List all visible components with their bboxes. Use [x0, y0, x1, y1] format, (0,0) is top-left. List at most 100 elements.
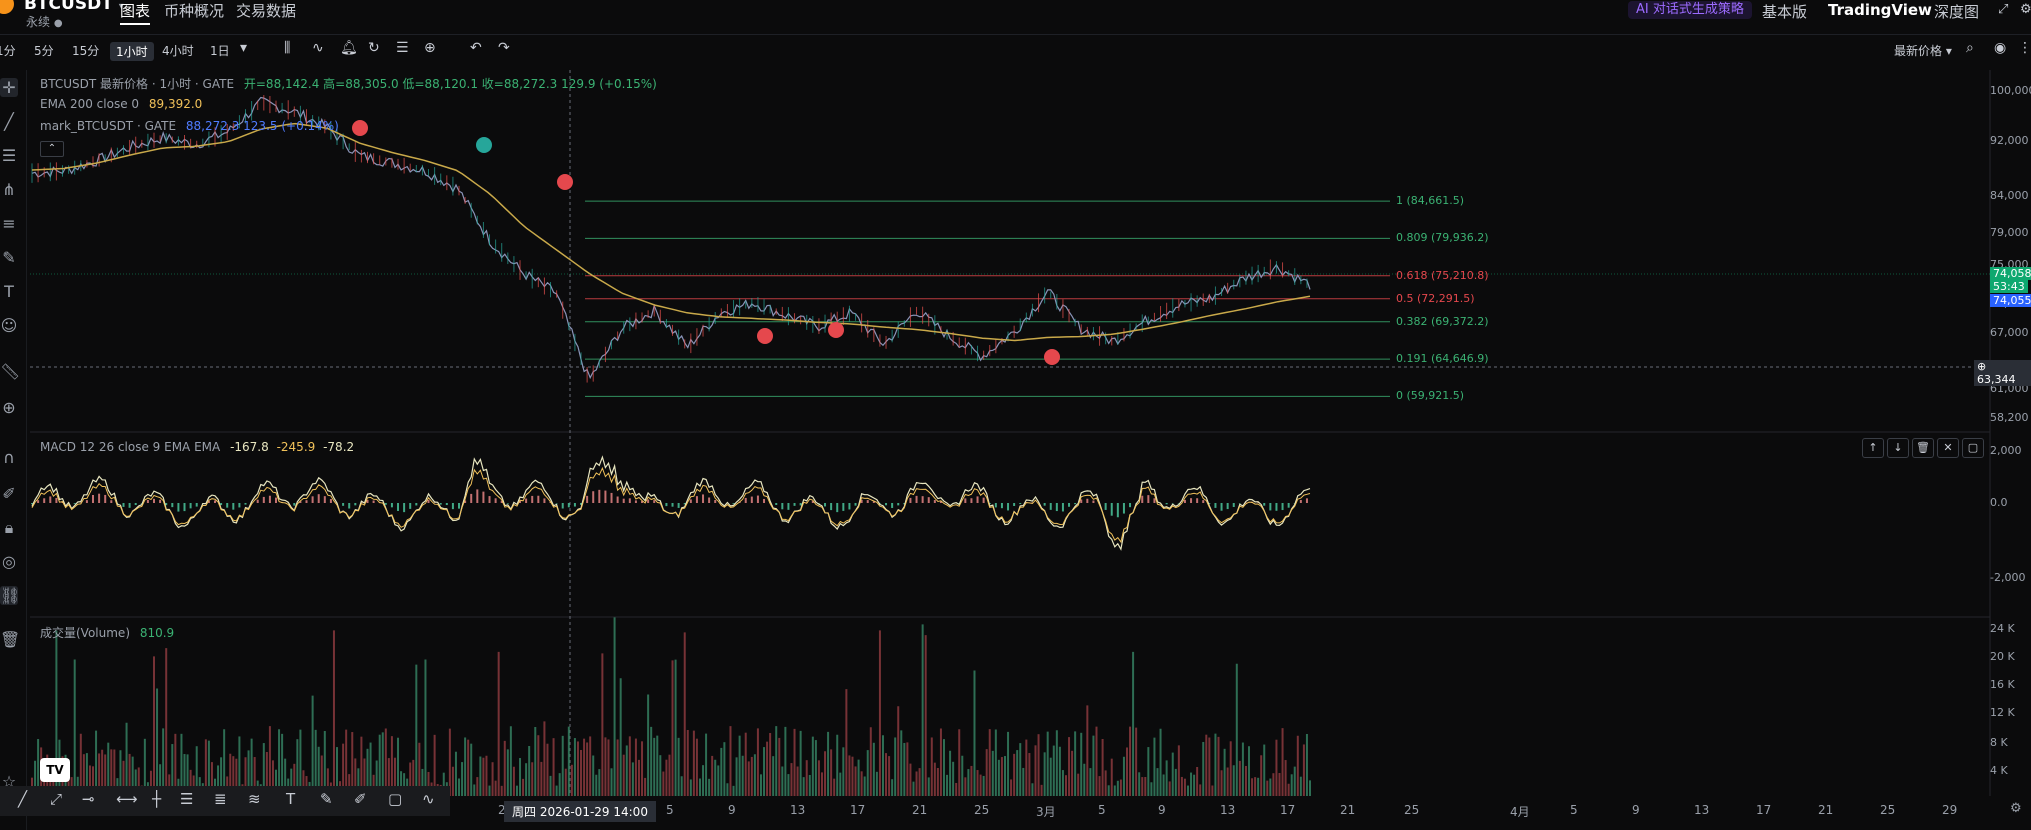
line-tool-icon[interactable]: ╱: [18, 790, 28, 808]
tradingview-logo-icon[interactable]: TV: [40, 758, 70, 782]
redo-icon[interactable]: ↷: [498, 40, 510, 56]
crosshair-icon[interactable]: ✛: [0, 78, 18, 97]
time-cursor-label: 周四 2026-01-29 14:00: [504, 801, 656, 822]
hline-tool-icon[interactable]: ⊸: [82, 790, 95, 808]
undo-icon[interactable]: ↶: [470, 40, 482, 56]
ai-strategy-button[interactable]: AI 对话式生成策略: [1628, 1, 1752, 19]
lock-drawing-icon[interactable]: ✐: [2, 484, 16, 503]
price-tick: 79,000: [1990, 226, 2029, 239]
interval-1d[interactable]: 1日: [210, 44, 230, 58]
volume-tick: 24 K: [1990, 622, 2015, 635]
eye-icon[interactable]: ◎: [2, 552, 16, 571]
interval-15m[interactable]: 15分: [72, 44, 100, 58]
maximize-pane-icon[interactable]: ▢: [1962, 438, 1984, 458]
ema-legend: EMA 200 close 0 89,392.0: [40, 97, 202, 111]
settings-icon[interactable]: ⚙: [2020, 2, 2031, 17]
wave-tool-icon[interactable]: ∿: [422, 790, 435, 808]
brush-tool-icon[interactable]: ✐: [354, 790, 367, 808]
bitcoin-logo-icon: [0, 0, 14, 14]
rectangle-tool-icon[interactable]: ▢: [388, 790, 403, 808]
symbol-title[interactable]: BTCUSDT ▾: [24, 0, 124, 14]
interval-1h[interactable]: 1小时: [110, 42, 154, 61]
parallel-channel-icon[interactable]: ☰: [180, 790, 194, 808]
time-tick: 25: [1880, 803, 1896, 817]
toolbar-divider: [0, 34, 2031, 35]
text-icon[interactable]: T: [4, 282, 14, 301]
move-pane-down-icon[interactable]: ↓: [1887, 438, 1909, 458]
contract-type-label: 永续: [26, 15, 51, 29]
time-tick: 13: [1220, 803, 1236, 817]
camera-icon[interactable]: ◉: [1994, 40, 2007, 56]
signal-marker: [557, 174, 573, 190]
fib-retracement-icon[interactable]: ≣: [214, 790, 227, 808]
ruler-icon[interactable]: 📏︎: [0, 362, 21, 381]
extended-line-icon[interactable]: ⟷: [116, 790, 138, 808]
time-tick: 5: [666, 803, 674, 817]
fib-level-label: 0 (59,921.5): [1396, 389, 1465, 403]
interval-4h[interactable]: 4小时: [162, 44, 194, 58]
brush-icon[interactable]: ✎: [2, 248, 16, 267]
time-tick: 4月: [1510, 805, 1530, 819]
delete-pane-icon[interactable]: 🗑︎: [1912, 438, 1934, 458]
ray-tool-icon[interactable]: ⤢: [50, 790, 63, 808]
macd-tick: -2,000: [1990, 571, 2026, 584]
move-pane-up-icon[interactable]: ↑: [1862, 438, 1884, 458]
link-icon[interactable]: ⛓: [0, 586, 21, 605]
candle-type-icon[interactable]: ⫼: [284, 40, 291, 56]
signal-marker: [1044, 349, 1060, 365]
tab-coin-overview[interactable]: 币种概况: [164, 2, 225, 20]
tab-basic[interactable]: 基本版: [1762, 3, 1808, 21]
volume-tick: 12 K: [1990, 706, 2015, 719]
interval-1m[interactable]: 1分: [0, 44, 16, 58]
price-series-line: [31, 96, 1311, 380]
tab-chart[interactable]: 图表: [120, 0, 151, 25]
expand-icon[interactable]: ⤢: [1998, 2, 2009, 17]
tab-tradingview[interactable]: TradingView: [1828, 1, 1932, 19]
trendline-icon[interactable]: ╱: [4, 112, 14, 131]
chevron-down-icon[interactable]: ▾: [118, 1, 124, 12]
axis-settings-icon[interactable]: ⚙: [2010, 801, 2022, 816]
collapse-pane-icon[interactable]: ✕: [1937, 438, 1959, 458]
pitchfork-icon[interactable]: ⋔: [2, 180, 16, 199]
vline-tool-icon[interactable]: ┼: [152, 790, 162, 808]
zoom-icon[interactable]: ⊕: [2, 398, 16, 417]
volume-tick: 16 K: [1990, 678, 2015, 691]
time-tick: 25: [974, 803, 990, 817]
lock-icon[interactable]: 🔒︎: [4, 518, 14, 537]
price-type-select[interactable]: 最新价格 ▾: [1894, 44, 1952, 58]
add-alert-icon[interactable]: ⊕: [1977, 360, 1987, 373]
time-tick: 9: [1158, 803, 1166, 817]
volume-tick: 4 K: [1990, 764, 2008, 777]
fib-level-label: 0.5 (72,291.5): [1396, 291, 1475, 305]
price-tick: 92,000: [1990, 134, 2029, 147]
text-tool-icon[interactable]: T: [286, 790, 296, 808]
collapse-legend-icon[interactable]: ⌃: [40, 141, 64, 157]
tab-depth[interactable]: 深度图: [1934, 3, 1980, 21]
fib-level-label: 0.809 (79,936.2): [1396, 231, 1489, 245]
mark-label: mark_BTCUSDT · GATE: [40, 119, 177, 133]
info-icon[interactable]: ●: [53, 18, 63, 29]
magnet-icon[interactable]: ∩: [3, 448, 15, 467]
horizontal-lines-icon[interactable]: ☰: [1, 146, 17, 165]
replay-icon[interactable]: ↻: [368, 40, 380, 56]
templates-icon[interactable]: ☰: [396, 40, 409, 56]
trash-icon[interactable]: 🗑︎: [0, 630, 21, 649]
more-icon[interactable]: ⋮: [2018, 40, 2031, 56]
volume-legend: 成交量(Volume) 810.9: [40, 624, 174, 641]
fib-extension-icon[interactable]: ≋: [248, 790, 261, 808]
price-tick: 67,000: [1990, 326, 2029, 339]
volume-tick: 8 K: [1990, 736, 2008, 749]
indicators-icon[interactable]: ∿: [312, 40, 324, 56]
add-icon[interactable]: ⊕: [424, 40, 436, 56]
pencil-tool-icon[interactable]: ✎: [320, 790, 333, 808]
fib-icon[interactable]: ≡: [2, 214, 16, 233]
emoji-icon[interactable]: ☺: [0, 316, 18, 335]
interval-5m[interactable]: 5分: [34, 44, 54, 58]
mark-value: 88,272.3 123.5 (+0.14%): [185, 119, 339, 133]
time-tick: 5: [1570, 803, 1578, 817]
interval-dropdown-icon[interactable]: ▾: [240, 40, 248, 56]
search-icon[interactable]: ⌕: [1966, 40, 1974, 56]
tab-trading-data[interactable]: 交易数据: [236, 2, 297, 20]
alert-icon[interactable]: 🔔︎: [340, 40, 358, 56]
